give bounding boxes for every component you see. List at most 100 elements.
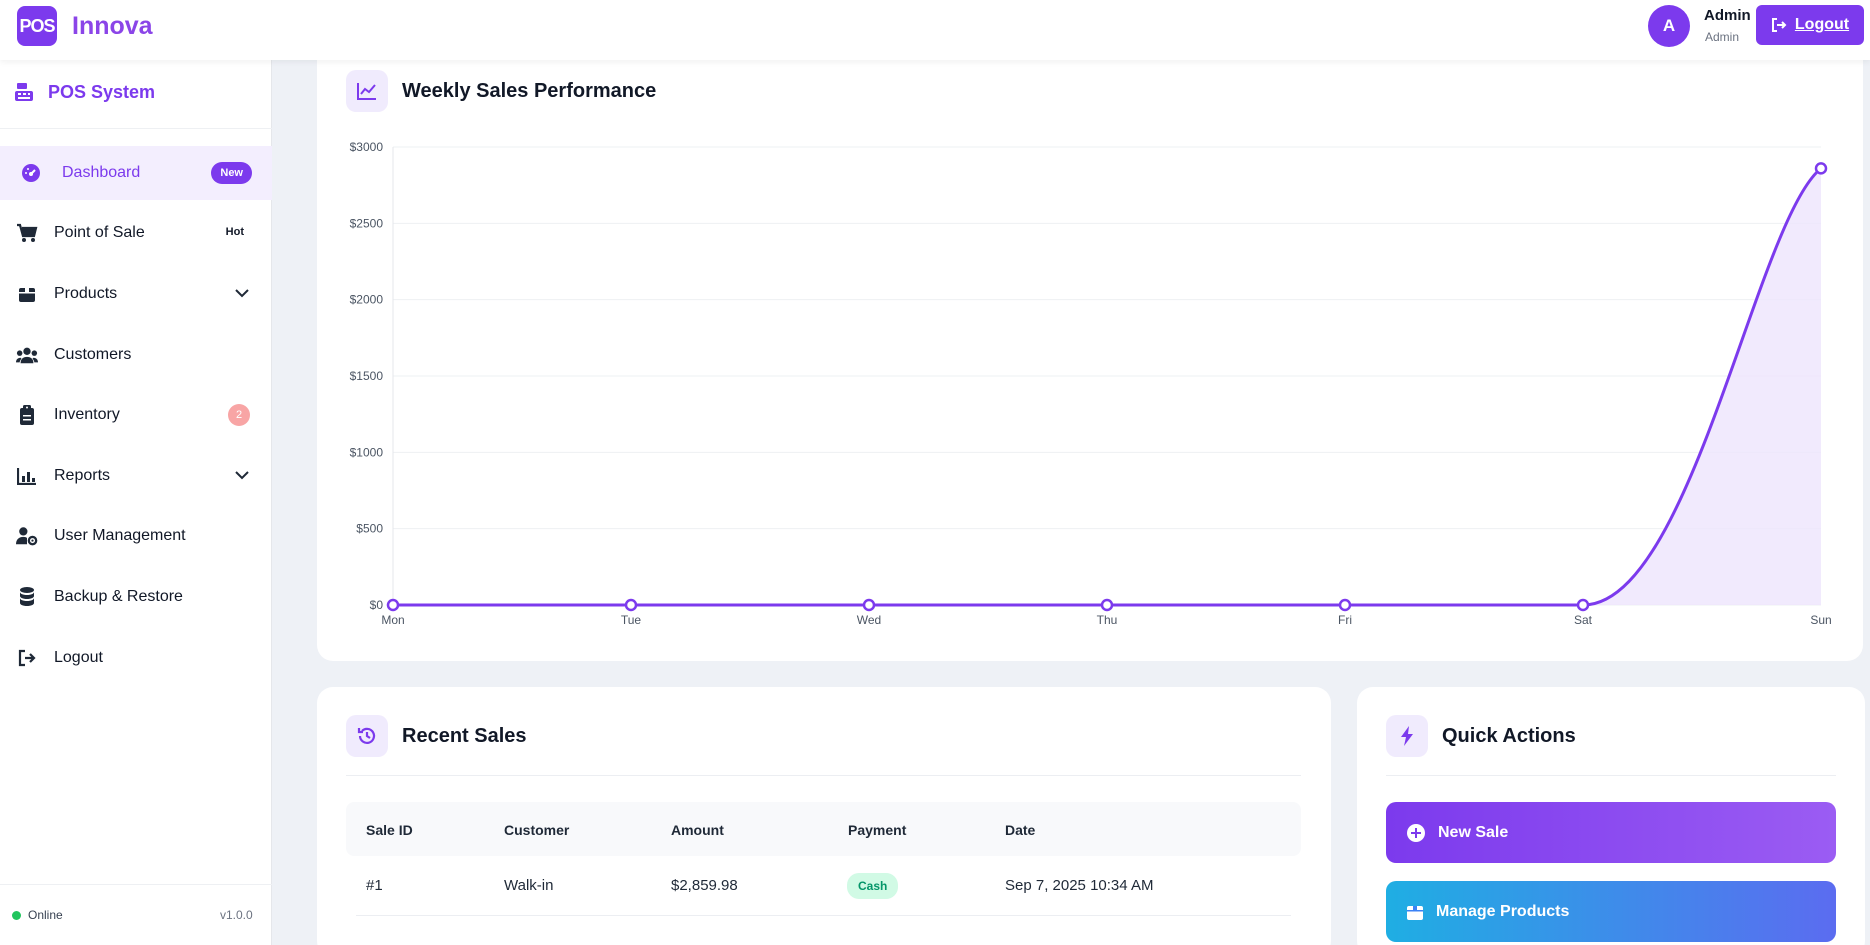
sidebar-item-logout[interactable]: Logout	[0, 631, 272, 685]
quick-actions-title: Quick Actions	[1442, 724, 1576, 747]
user-name: Admin	[1704, 7, 1751, 24]
bolt-icon	[1386, 715, 1428, 757]
users-icon	[16, 344, 38, 366]
chart-card-header: Weekly Sales Performance	[346, 70, 656, 112]
recent-sales-card: Recent Sales Sale ID Customer Amount Pay…	[317, 687, 1331, 945]
x-tick-label: Fri	[1338, 613, 1352, 627]
chevron-down-icon[interactable]	[234, 467, 250, 483]
sidebar-item-label: Reports	[54, 467, 111, 484]
new-badge: New	[211, 162, 252, 184]
database-icon	[16, 586, 38, 608]
y-tick-label: $1000	[350, 445, 384, 459]
status-dot-icon	[12, 910, 21, 920]
avatar[interactable]: A	[1648, 5, 1690, 47]
sidebar-item-label: Inventory	[54, 406, 120, 423]
sidebar-item-label: Point of Sale	[54, 224, 145, 241]
sidebar-item-inventory[interactable]: Inventory 2	[0, 388, 272, 442]
sidebar-item-user-management[interactable]: User Management	[0, 509, 272, 563]
payment-badge: Cash	[847, 873, 899, 899]
hot-badge: Hot	[225, 226, 244, 238]
y-tick-label: $2500	[350, 216, 384, 230]
column-header-payment[interactable]: Payment	[848, 822, 907, 838]
x-tick-label: Wed	[857, 613, 881, 627]
x-tick-label: Thu	[1097, 613, 1118, 627]
inventory-count-badge: 2	[228, 404, 250, 426]
series-area	[393, 168, 1821, 605]
connection-status: Online	[12, 908, 63, 922]
sidebar-item-reports[interactable]: Reports	[0, 449, 272, 503]
date-cell: Sep 7, 2025 10:34 AM	[1005, 877, 1154, 894]
x-tick-label: Sat	[1574, 613, 1593, 627]
cart-icon	[16, 222, 38, 244]
x-tick-label: Sun	[1810, 613, 1831, 627]
sidebar-item-label: Dashboard	[62, 164, 141, 181]
sidebar-item-backup-restore[interactable]: Backup & Restore	[0, 570, 272, 624]
sidebar-item-label: User Management	[54, 527, 186, 544]
column-header-date[interactable]: Date	[1005, 822, 1036, 838]
sale-id-cell: #1	[366, 877, 383, 894]
recent-sales-title: Recent Sales	[402, 724, 527, 747]
manage-products-button[interactable]: Manage Products	[1386, 881, 1836, 942]
status-label: Online	[28, 908, 63, 922]
data-point	[862, 598, 876, 612]
sidebar-item-dashboard[interactable]: Dashboard New	[0, 146, 272, 200]
sidebar-footer-divider	[0, 884, 272, 885]
new-sale-button[interactable]: New Sale	[1386, 802, 1836, 863]
sidebar: POS System Dashboard New Point of Sale H…	[0, 60, 272, 945]
data-point	[1338, 598, 1352, 612]
user-gear-icon	[16, 525, 38, 547]
row-divider	[356, 915, 1291, 916]
sidebar-item-label: Customers	[54, 346, 132, 363]
user-role: Admin	[1705, 30, 1740, 44]
plus-circle-icon	[1407, 823, 1425, 842]
sidebar-divider	[0, 128, 272, 129]
sidebar-item-products[interactable]: Products	[0, 267, 272, 321]
chart-bar-icon	[16, 465, 38, 487]
weekly-sales-chart[interactable]: $0 $500 $1000 $1500 $2000 $2500 $3000 Mon Tue Wed…	[317, 55, 1863, 661]
chart-title: Weekly Sales Performance	[402, 79, 657, 102]
history-icon	[346, 715, 388, 757]
quick-actions-header: Quick Actions	[1386, 715, 1576, 757]
sidebar-title: POS System	[48, 81, 156, 102]
y-tick-label: $3000	[350, 140, 384, 154]
sign-out-icon	[16, 647, 38, 669]
sign-out-icon	[1771, 18, 1787, 32]
new-sale-label: New Sale	[1438, 823, 1509, 841]
weekly-sales-card: Weekly Sales Performance $0 $500 $1000 $150…	[317, 55, 1863, 661]
box-icon	[16, 283, 38, 305]
x-tick-label: Mon	[381, 613, 404, 627]
series-line	[392, 167, 1822, 607]
recent-sales-header: Recent Sales	[346, 715, 527, 757]
data-point	[1100, 598, 1114, 612]
data-point	[1814, 162, 1828, 175]
pos-logo[interactable]: POS	[17, 6, 57, 46]
gauge-icon	[20, 162, 42, 184]
customer-cell: Walk-in	[504, 877, 554, 894]
cash-register-icon	[15, 83, 33, 101]
column-header-amount[interactable]: Amount	[671, 822, 724, 838]
box-icon	[1407, 905, 1423, 920]
column-header-sale-id[interactable]: Sale ID	[366, 822, 413, 838]
y-tick-label: $500	[356, 522, 383, 536]
sidebar-item-label: Backup & Restore	[54, 588, 183, 605]
column-header-customer[interactable]: Customer	[504, 822, 570, 838]
data-point	[386, 598, 400, 612]
chevron-down-icon[interactable]	[234, 285, 250, 301]
y-tick-label: $2000	[350, 293, 384, 307]
manage-products-label: Manage Products	[1436, 902, 1570, 920]
logout-label: Logout	[1794, 16, 1850, 33]
sidebar-item-customers[interactable]: Customers	[0, 328, 272, 382]
sidebar-item-label: Logout	[54, 649, 103, 666]
app-version: v1.0.0	[220, 908, 253, 922]
amount-cell: $2,859.98	[671, 877, 738, 894]
logout-button[interactable]: Logout	[1756, 5, 1864, 45]
quick-actions-card: Quick Actions New Sale Manage Products	[1357, 687, 1865, 945]
y-tick-label: $0	[370, 598, 384, 612]
clipboard-icon	[16, 404, 38, 426]
sidebar-item-point-of-sale[interactable]: Point of Sale Hot	[0, 206, 272, 260]
brand-name[interactable]: Innova	[72, 12, 153, 40]
sidebar-header: POS System	[12, 80, 155, 104]
data-point	[1576, 598, 1590, 612]
x-tick-label: Tue	[621, 613, 642, 627]
chart-line-icon	[346, 70, 388, 112]
